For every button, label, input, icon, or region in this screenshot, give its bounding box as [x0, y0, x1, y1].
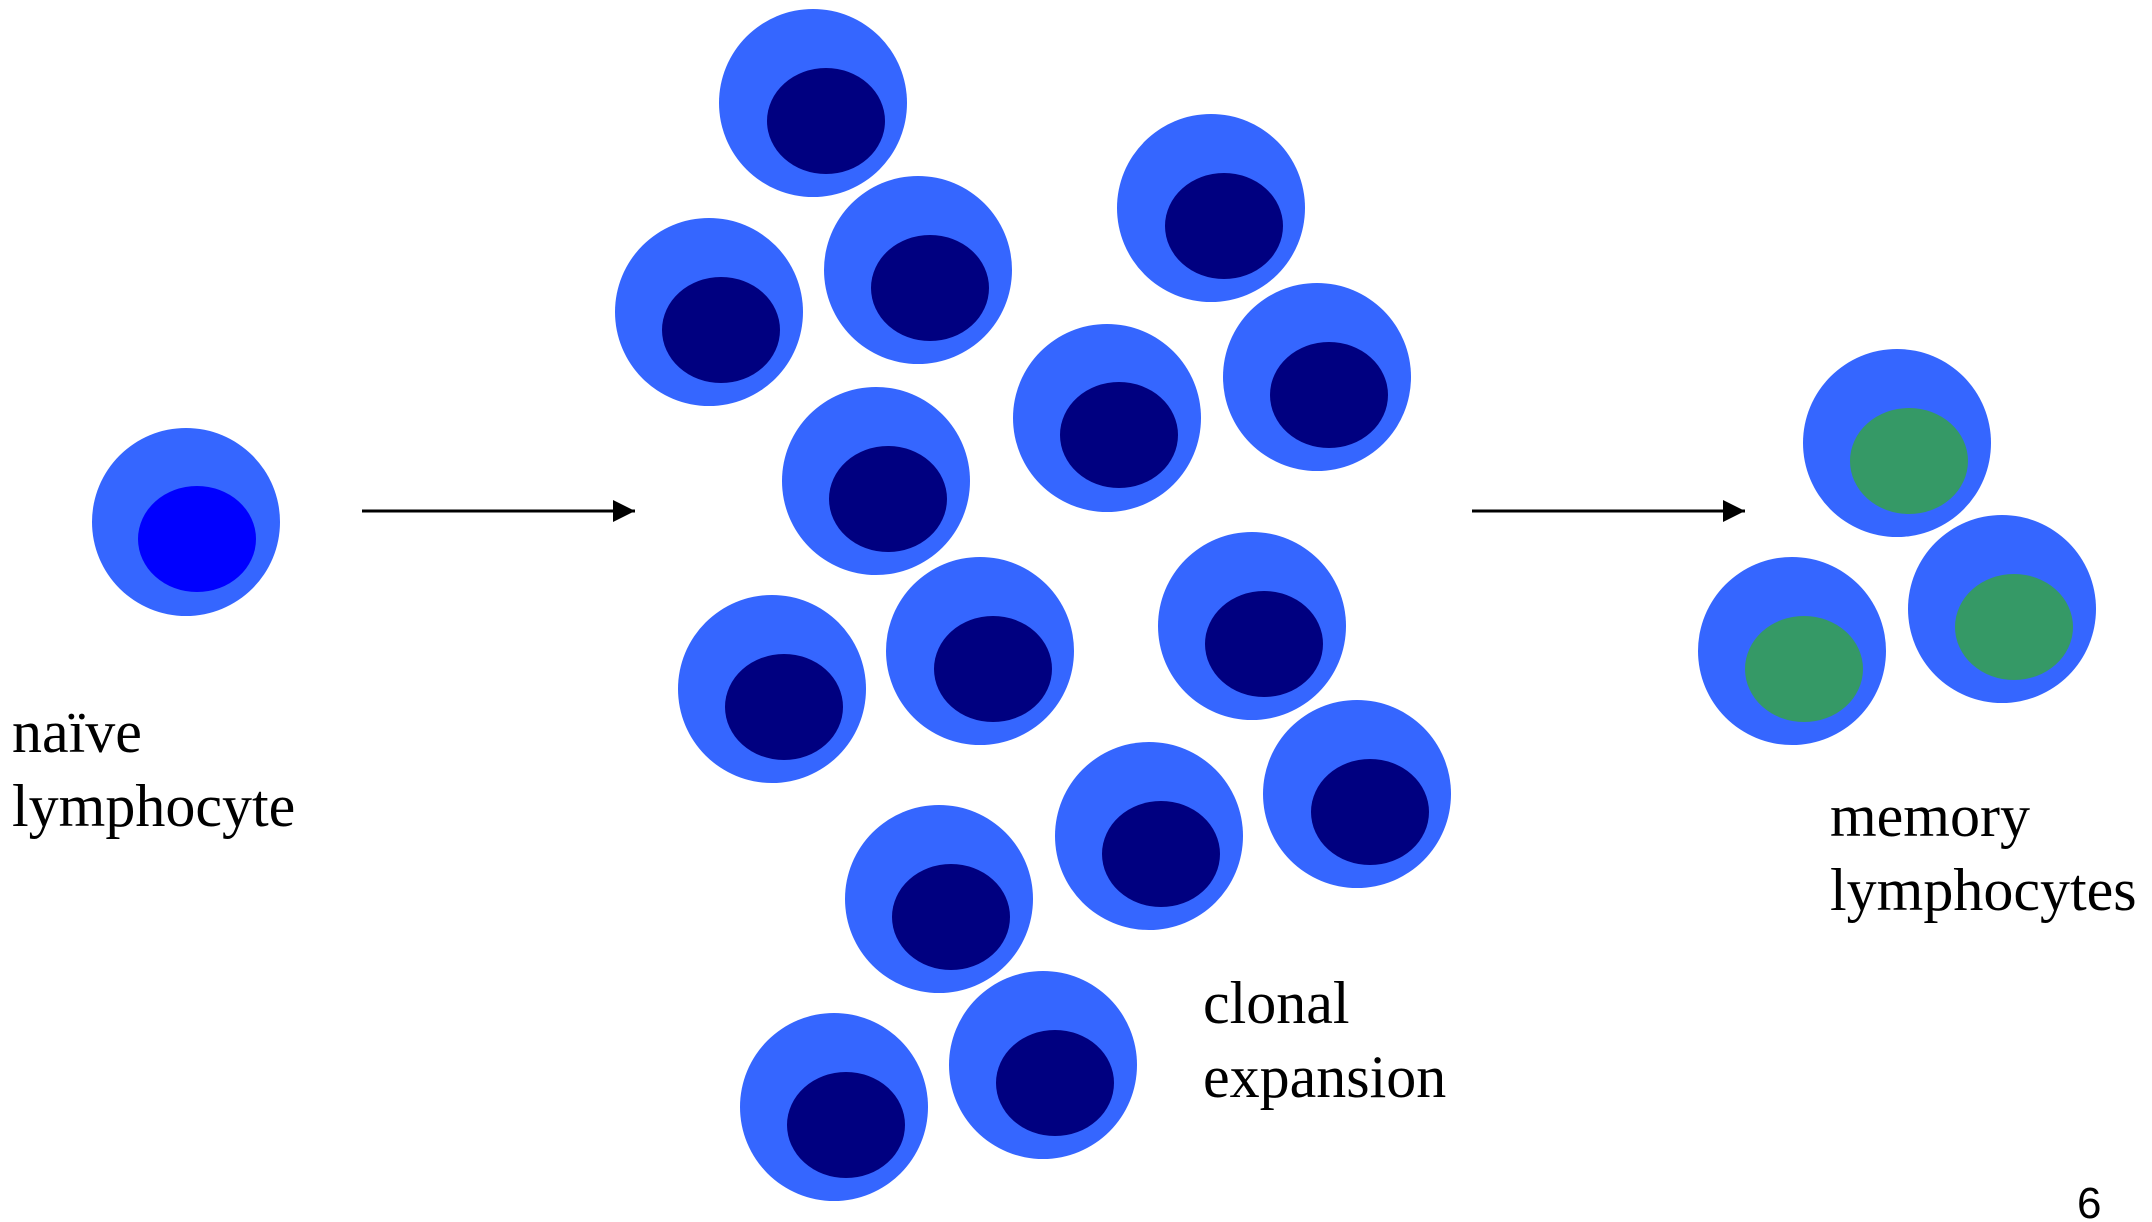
- clonal-expansion-group: [615, 9, 1451, 1201]
- cell-nucleus: [892, 864, 1010, 970]
- memory-label: memory lymphocytes: [1830, 783, 2137, 923]
- clonal-label-line-2: expansion: [1203, 1044, 1446, 1110]
- cell-nucleus: [1165, 173, 1283, 279]
- cell-nucleus: [1102, 801, 1220, 907]
- cell-nucleus: [725, 654, 843, 760]
- expanded-cell-8: [678, 595, 866, 783]
- expanded-cell-2: [615, 218, 803, 406]
- cell-nucleus: [1270, 342, 1388, 448]
- naive-label: naïve lymphocyte: [12, 699, 295, 839]
- expanded-cell-15: [740, 1013, 928, 1201]
- cell-nucleus: [662, 277, 780, 383]
- cell-nucleus: [1205, 591, 1323, 697]
- expanded-cell-7: [782, 387, 970, 575]
- expanded-cell-1: [719, 9, 907, 197]
- memory-label-line-2: lymphocytes: [1830, 857, 2137, 923]
- cell-nucleus: [934, 616, 1052, 722]
- cell-nucleus: [996, 1030, 1114, 1136]
- clonal-label-line-1: clonal: [1203, 970, 1350, 1036]
- memory-cell-1: [1803, 349, 1991, 537]
- cell-nucleus: [767, 68, 885, 174]
- cell-nucleus: [1955, 574, 2073, 680]
- page-number: 6: [2077, 1179, 2101, 1222]
- expanded-cell-3: [824, 176, 1012, 364]
- naive-lymphocyte-group: [92, 428, 280, 616]
- cell-nucleus: [871, 235, 989, 341]
- memory-cell-3: [1908, 515, 2096, 703]
- expanded-cell-10: [1158, 532, 1346, 720]
- cell-nucleus: [1060, 382, 1178, 488]
- naive-label-line-1: naïve: [12, 699, 142, 765]
- memory-lymphocytes-group: [1698, 349, 2096, 745]
- cell-nucleus: [1745, 616, 1863, 722]
- expanded-cell-6: [1013, 324, 1201, 512]
- memory-cell-2: [1698, 557, 1886, 745]
- expanded-cell-4: [1117, 114, 1305, 302]
- cell-nucleus: [1311, 759, 1429, 865]
- expanded-cell-13: [845, 805, 1033, 993]
- expanded-cell-5: [1223, 283, 1411, 471]
- memory-label-line-1: memory: [1830, 783, 2030, 849]
- expanded-cell-12: [1055, 742, 1243, 930]
- cell-nucleus: [1850, 408, 1968, 514]
- cell-nucleus: [138, 486, 256, 592]
- clonal-expansion-label: clonal expansion: [1203, 970, 1446, 1110]
- cell-nucleus: [787, 1072, 905, 1178]
- naive-cell: [92, 428, 280, 616]
- expanded-cell-9: [886, 557, 1074, 745]
- expanded-cell-14: [949, 971, 1137, 1159]
- naive-label-line-2: lymphocyte: [12, 773, 295, 839]
- expanded-cell-11: [1263, 700, 1451, 888]
- cell-nucleus: [829, 446, 947, 552]
